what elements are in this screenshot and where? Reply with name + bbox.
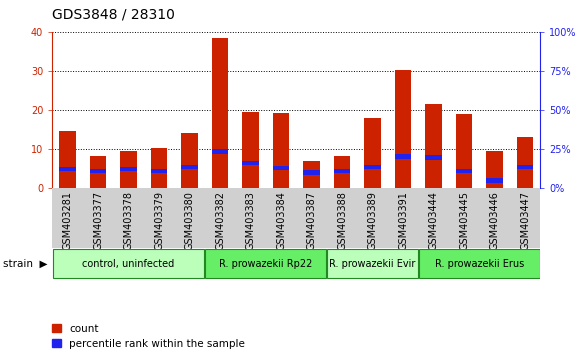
- Bar: [120, 151, 137, 188]
- Text: GSM403383: GSM403383: [246, 190, 256, 250]
- Text: GSM403382: GSM403382: [215, 190, 225, 250]
- Text: GSM403380: GSM403380: [185, 190, 195, 250]
- Bar: [486, 178, 503, 183]
- Bar: [303, 161, 320, 188]
- Text: GSM403379: GSM403379: [154, 190, 164, 250]
- Text: GSM403391: GSM403391: [398, 190, 408, 250]
- Text: GSM403387: GSM403387: [307, 190, 317, 250]
- Text: GSM403378: GSM403378: [124, 190, 134, 250]
- Bar: [394, 154, 411, 159]
- Text: R. prowazekii Rp22: R. prowazekii Rp22: [219, 259, 313, 269]
- Bar: [89, 156, 106, 188]
- Text: GSM403389: GSM403389: [368, 190, 378, 250]
- Bar: [150, 169, 167, 173]
- Bar: [333, 169, 350, 173]
- Text: GSM403388: GSM403388: [337, 190, 347, 250]
- Text: GSM403444: GSM403444: [429, 190, 439, 250]
- Text: control, uninfected: control, uninfected: [83, 259, 175, 269]
- Text: R. prowazekii Evir: R. prowazekii Evir: [329, 259, 416, 269]
- Bar: [272, 166, 289, 171]
- Bar: [364, 118, 381, 188]
- Bar: [181, 133, 198, 188]
- Bar: [242, 161, 259, 165]
- Legend: count, percentile rank within the sample: count, percentile rank within the sample: [52, 324, 245, 349]
- FancyBboxPatch shape: [419, 249, 540, 278]
- Bar: [59, 167, 76, 171]
- Text: R. prowazekii Erus: R. prowazekii Erus: [435, 259, 524, 269]
- Bar: [59, 131, 76, 188]
- FancyBboxPatch shape: [206, 249, 326, 278]
- Bar: [272, 113, 289, 188]
- Bar: [486, 151, 503, 188]
- Bar: [517, 165, 533, 169]
- Bar: [89, 169, 106, 173]
- Bar: [211, 149, 228, 154]
- Bar: [456, 169, 472, 173]
- Bar: [211, 38, 228, 188]
- Bar: [242, 112, 259, 188]
- Bar: [425, 104, 442, 188]
- FancyBboxPatch shape: [53, 249, 204, 278]
- Text: GSM403445: GSM403445: [459, 190, 469, 250]
- Text: GDS3848 / 28310: GDS3848 / 28310: [52, 7, 175, 21]
- Bar: [364, 165, 381, 169]
- Bar: [303, 171, 320, 175]
- Bar: [181, 165, 198, 169]
- FancyBboxPatch shape: [328, 249, 418, 278]
- Text: GSM403384: GSM403384: [276, 190, 286, 250]
- Bar: [120, 167, 137, 171]
- Text: strain  ▶: strain ▶: [3, 259, 48, 269]
- Text: GSM403281: GSM403281: [63, 190, 73, 250]
- Bar: [456, 114, 472, 188]
- Bar: [150, 148, 167, 188]
- Bar: [333, 156, 350, 188]
- Text: GSM403377: GSM403377: [93, 190, 103, 250]
- Bar: [517, 137, 533, 188]
- Bar: [394, 70, 411, 188]
- Bar: [52, 188, 540, 248]
- Bar: [425, 155, 442, 160]
- Text: GSM403447: GSM403447: [520, 190, 530, 250]
- Text: GSM403446: GSM403446: [490, 190, 500, 250]
